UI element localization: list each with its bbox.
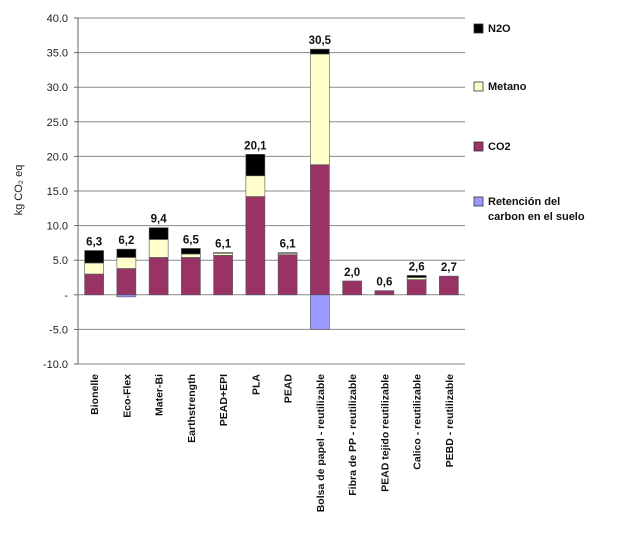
- category-label: Bolsa de papel - reutilizable: [315, 374, 327, 512]
- legend: N2O Metano CO2 Retención del carbon en el su…: [473, 23, 585, 223]
- legend-swatch: [473, 23, 484, 34]
- bar-segment: [84, 273, 104, 296]
- bar-segment: [181, 257, 201, 296]
- y-tick-label: -5.0: [49, 324, 68, 336]
- legend-label: Retención del: [488, 196, 560, 208]
- y-tick-label: 35.0: [47, 48, 68, 60]
- legend-swatch: [473, 81, 484, 92]
- category-label: PEAD+EPI: [218, 374, 230, 426]
- bar-segment: [116, 268, 137, 296]
- bar-segment: [84, 262, 104, 275]
- y-tick-label: 5.0: [53, 255, 68, 267]
- total-label: 6,3: [86, 237, 102, 249]
- bar-segment: [310, 53, 330, 166]
- bar-segment: [406, 277, 427, 280]
- bar-segment: [374, 290, 395, 296]
- grid: [78, 17, 465, 365]
- axes: -10.0-5.0-5.010.015.020.025.030.035.040.…: [43, 13, 79, 371]
- category-label: Mater-Bi: [154, 374, 166, 416]
- legend-swatch: [473, 141, 484, 152]
- total-label: 20,1: [244, 140, 267, 152]
- bar-segment: [213, 252, 233, 254]
- category-label: PEBD - reutilizable: [444, 374, 456, 468]
- category-label: Bionelle: [89, 374, 101, 415]
- bar-segment: [116, 257, 137, 269]
- category-label: Fibra de PP - reutilizable: [347, 374, 359, 496]
- y-tick-label: 10.0: [47, 221, 68, 233]
- bar-segment: [310, 164, 330, 296]
- bar-segment: [277, 254, 298, 296]
- y-tick-label: 30.0: [47, 82, 68, 94]
- legend-swatch: [473, 196, 484, 207]
- total-label: 6,5: [183, 234, 200, 246]
- total-label: 0,6: [376, 277, 392, 289]
- bar-segment: [181, 253, 201, 258]
- bar-segment: [342, 280, 362, 296]
- bar-segment: [148, 239, 169, 258]
- legend-label: N2O: [488, 23, 511, 35]
- y-tick-label: 25.0: [47, 117, 68, 129]
- bar-segment: [84, 250, 104, 264]
- bar-segment: [213, 255, 233, 296]
- y-tick-label: -: [64, 290, 68, 302]
- legend-label: CO2: [488, 141, 511, 153]
- bar-segment: [277, 252, 298, 254]
- y-tick-label: -10.0: [43, 359, 68, 371]
- category-label: PLA: [250, 374, 262, 395]
- y-tick-label: 40.0: [47, 13, 68, 25]
- total-label: 6,1: [280, 239, 297, 251]
- category-label: Earthstrength: [186, 374, 198, 443]
- bar-segment: [148, 257, 169, 296]
- total-label: 9,4: [151, 214, 168, 226]
- bar-segment: [406, 279, 427, 296]
- total-label: 6,2: [118, 235, 134, 247]
- y-axis-label: kg CO₂ eq: [13, 165, 25, 216]
- total-label: 30,5: [309, 35, 332, 47]
- bar-segment: [245, 196, 266, 296]
- total-label: 2,0: [344, 267, 360, 279]
- bar-segment: [181, 248, 201, 255]
- total-label: 2,6: [409, 261, 425, 273]
- category-label: PEAD: [283, 374, 295, 404]
- category-label: Eco-Flex: [121, 374, 133, 418]
- total-label: 6,1: [215, 239, 232, 251]
- bar-segment: [310, 294, 330, 330]
- bar-segment: [439, 275, 459, 296]
- bar-segment: [310, 48, 330, 55]
- total-label: 2,7: [441, 262, 457, 274]
- bar-segment: [213, 252, 233, 256]
- legend-label: Metano: [488, 81, 527, 93]
- total-labels: 6,3 6,2 9,4 6,5 6,1 20,1 6,1 30,5 2,0 0,6 2,6 2,7: [86, 35, 457, 289]
- legend-label: carbon en el suelo: [488, 211, 585, 223]
- bar-segment: [116, 294, 137, 298]
- y-tick-label: 15.0: [47, 186, 68, 198]
- category-label: Calico - reutilizable: [412, 374, 424, 470]
- bars: [84, 48, 459, 330]
- bar-segment: [245, 154, 266, 177]
- bar-segment: [148, 227, 169, 240]
- bar-segment: [406, 275, 427, 278]
- bar-segment: [245, 175, 266, 197]
- y-tick-label: 20.0: [47, 151, 68, 163]
- category-label: PEAD tejido reutilizable: [379, 374, 391, 492]
- category-labels: Bionelle Eco-Flex Mater-Bi Earthstrength PEA…: [89, 374, 456, 513]
- bar-segment: [116, 248, 137, 258]
